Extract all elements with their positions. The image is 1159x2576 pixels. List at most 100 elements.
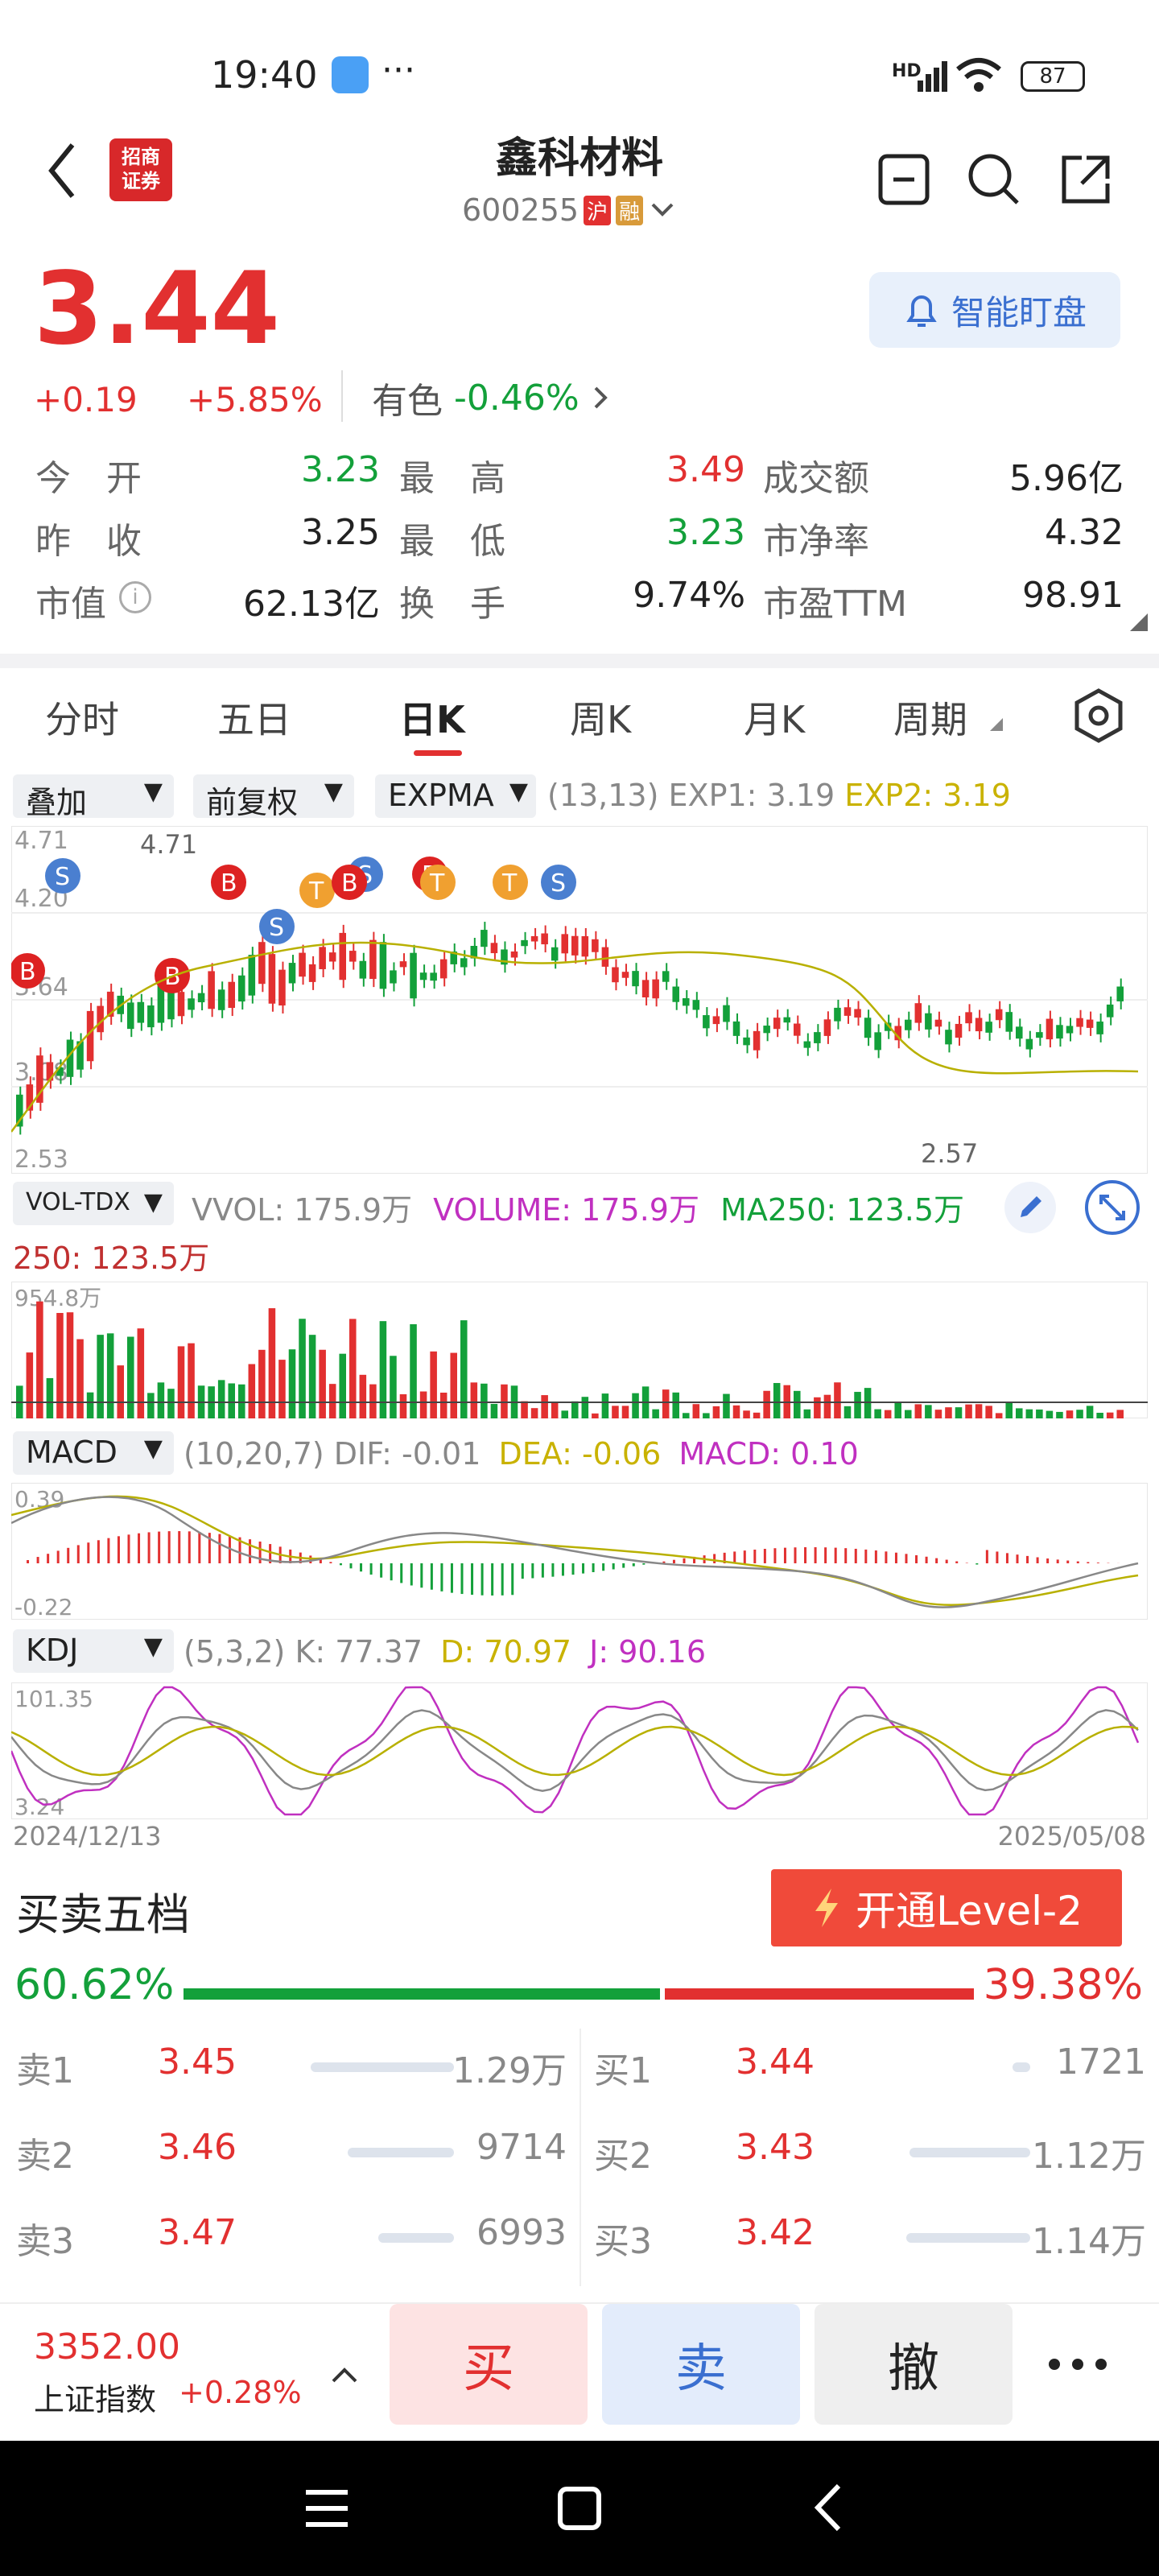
sell-level-3[interactable]: 卖3 3.47 6993 <box>0 2212 580 2277</box>
macd-dropdown[interactable]: MACD ▼ <box>13 1431 174 1475</box>
dropdown-arrow-icon: ▼ <box>509 778 528 806</box>
volume-bar <box>864 1388 872 1418</box>
info-icon[interactable]: i <box>119 581 151 613</box>
sector-pct: -0.46% <box>454 377 580 419</box>
volume-bar <box>349 1319 357 1418</box>
overlay-dropdown[interactable]: 叠加 ▼ <box>13 774 174 820</box>
tab-five-day[interactable]: 五日 <box>217 698 291 741</box>
share-icon[interactable] <box>1058 151 1114 208</box>
last-price: 3.44 <box>34 251 280 367</box>
tab-weekly-k[interactable]: 周K <box>570 698 632 741</box>
buy-level-2[interactable]: 买2 3.43 1.12万 <box>580 2127 1159 2191</box>
volume-bar <box>501 1384 508 1418</box>
stat-value: 5.96亿 <box>1009 458 1124 499</box>
candle-body <box>268 954 276 1004</box>
smart-monitor-button[interactable]: 智能盯盘 <box>869 272 1120 348</box>
candle-body <box>794 1023 801 1036</box>
chevron-right-icon <box>594 386 608 409</box>
more-icon[interactable] <box>1041 2344 1114 2384</box>
order-book-title: 买卖五档 <box>16 1889 190 1940</box>
fullscreen-button[interactable] <box>1085 1180 1140 1235</box>
volume-chart[interactable]: 954.8万 <box>11 1282 1148 1418</box>
dropdown-arrow-icon: ▼ <box>324 778 343 806</box>
volume-bar <box>66 1312 74 1418</box>
volume-bar <box>339 1353 346 1418</box>
buy-button[interactable]: 买 <box>390 2304 588 2425</box>
search-icon[interactable] <box>966 151 1022 208</box>
chart-start-date: 2024/12/13 <box>13 1821 162 1852</box>
volume-bar <box>985 1406 992 1418</box>
volume-bar <box>732 1405 740 1418</box>
candle-body <box>541 933 548 945</box>
candle-body <box>823 1019 831 1036</box>
cancel-order-button[interactable]: 撤 <box>815 2304 1013 2425</box>
index-ticker[interactable]: 3352.00 上证指数 +0.28% <box>16 2317 362 2421</box>
candle-body <box>662 971 670 982</box>
indicator-dropdown[interactable]: EXPMA ▼ <box>375 774 536 818</box>
edit-indicator-button[interactable] <box>1004 1182 1056 1233</box>
kdj-chart[interactable]: 101.35 3.24 <box>11 1682 1148 1819</box>
kdj-dropdown[interactable]: KDJ ▼ <box>13 1629 174 1673</box>
sell-level-1[interactable]: 卖1 3.45 1.29万 <box>0 2041 580 2106</box>
candle-body <box>147 1005 155 1028</box>
candlestick-chart[interactable]: 4.71 4.20 3.64 3.08 2.53 4.71 2.57 BSBBS… <box>11 826 1148 1174</box>
back-icon[interactable] <box>42 138 82 203</box>
candle-body <box>460 958 468 968</box>
menu-icon[interactable] <box>303 2486 351 2531</box>
volume-bar <box>703 1413 710 1418</box>
buy-level-1[interactable]: 买1 3.44 1721 <box>580 2041 1159 2106</box>
tab-period[interactable]: 周期 <box>893 698 967 741</box>
candle-body <box>86 1010 94 1062</box>
adjust-dropdown[interactable]: 前复权 ▼ <box>193 774 354 820</box>
candle-body <box>783 1017 790 1023</box>
expand-corner-icon[interactable] <box>1130 613 1148 631</box>
candle-body <box>864 1018 872 1038</box>
volume-indicator-dropdown[interactable]: VOL-TDX ▼ <box>13 1182 174 1225</box>
volume-bar <box>753 1412 761 1418</box>
tab-intraday[interactable]: 分时 <box>45 698 119 741</box>
stock-code-selector[interactable]: 600255 沪 融 <box>462 190 677 230</box>
candle-body <box>985 1022 992 1033</box>
sell-ratio-bar <box>665 1988 974 2000</box>
tab-monthly-k[interactable]: 月K <box>744 698 806 741</box>
index-name: 上证指数 <box>34 2382 157 2417</box>
kdj-axis-top: 101.35 <box>14 1686 93 1712</box>
volume-bar <box>359 1374 367 1418</box>
home-icon[interactable] <box>555 2484 604 2533</box>
buy-level-3[interactable]: 买3 3.42 1.14万 <box>580 2212 1159 2277</box>
sell-level-2[interactable]: 卖2 3.46 9714 <box>0 2127 580 2191</box>
candle-body <box>299 952 306 977</box>
minus-box-icon[interactable] <box>877 153 930 206</box>
system-back-icon[interactable] <box>808 2481 848 2534</box>
candle-body <box>248 955 256 996</box>
volume-bar <box>652 1409 659 1418</box>
volume-bar <box>299 1319 306 1418</box>
chevron-down-icon <box>651 203 674 217</box>
macd-chart[interactable]: 0.39 -0.22 <box>11 1483 1148 1620</box>
volume-bar <box>934 1410 942 1418</box>
volume-bar <box>894 1402 901 1418</box>
candle-body <box>238 975 245 1002</box>
trade-marker <box>541 865 576 900</box>
candle-body <box>914 1003 922 1023</box>
volume-values: VVOL: 175.9万 VOLUME: 175.9万 MA250: 123.5… <box>192 1185 964 1229</box>
candle-body <box>530 935 538 942</box>
sector-link[interactable]: 有色 -0.46% <box>372 372 610 423</box>
volume-bar <box>601 1393 609 1418</box>
sell-button[interactable]: 卖 <box>602 2304 800 2425</box>
volume-bar <box>268 1308 276 1418</box>
tab-daily-k[interactable]: 日K <box>399 698 465 741</box>
trade-marker-label: T <box>308 877 324 906</box>
volume-bar <box>217 1380 225 1418</box>
candle-body <box>66 1039 74 1077</box>
volume-bar <box>1005 1402 1013 1418</box>
candle-body <box>1025 1038 1033 1050</box>
stats-row-3: 市值 i 62.13亿 换 手 9.74% 市盈TTM 98.91 <box>0 575 1159 638</box>
candle-body <box>843 1007 852 1016</box>
level2-button[interactable]: 开通Level-2 <box>771 1869 1122 1946</box>
settings-icon[interactable] <box>1070 687 1127 744</box>
trade-marker <box>493 865 528 900</box>
volume-bar <box>288 1349 296 1418</box>
trade-marker-label: T <box>429 869 445 898</box>
stat-label: 市值 <box>35 584 106 625</box>
